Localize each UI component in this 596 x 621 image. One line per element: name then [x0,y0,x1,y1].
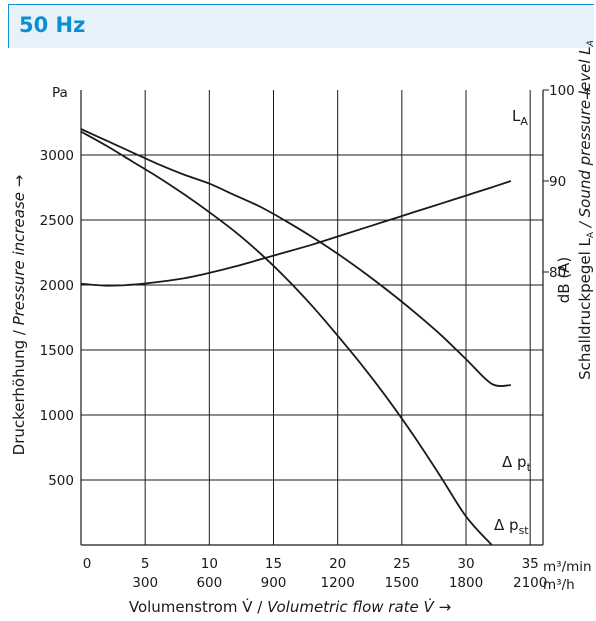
x-unit-h-label: m³/h [543,577,575,593]
x-tick-label-h: 1500 [385,575,419,591]
y-tick-label: 500 [48,473,74,489]
x-tick-label-min: 5 [141,556,150,572]
y2-tick-label: 80 [549,265,566,281]
series-label: Δ pt [502,453,532,474]
series-label-main: L [512,107,521,125]
x-tick-label-h: 900 [261,575,287,591]
series-label-main: Δ p [494,516,519,534]
y-unit-label: Pa [52,85,68,101]
series-label-sub: t [527,461,532,474]
y-tick-label: 1500 [40,343,74,359]
y-tick-label: 2000 [40,278,74,294]
x-tick-label-min: 10 [201,556,218,572]
x-tick-label-min: 30 [457,556,474,572]
y2-axis-title-italic: / Sound pressure level L [576,46,594,232]
y2-unit-label: dB (A) [555,257,573,304]
y2-tick-label: 100 [549,83,575,99]
x-tick-label-h: 1800 [449,575,483,591]
y-axis-title-plain: Druckerhöhung / [10,325,28,455]
x-axis-title: Volumenstrom V̇ / Volumetric flow rate V… [129,597,451,616]
x-tick-label-h: 300 [132,575,158,591]
x-tick-label-h: 1200 [320,575,354,591]
x-tick-label-h: 600 [196,575,222,591]
y-tick-label: 3000 [40,148,74,164]
y2-axis-title-plain: Schalldruckpegel L [576,237,594,379]
y2-tick-label: 90 [549,174,566,190]
header-bar: 50 Hz [8,4,594,48]
y2-axis-title-sub: A [586,231,596,238]
y-axis-title: Druckerhöhung / Pressure increase → [10,175,28,456]
y2-axis-title: Schalldruckpegel LA / Sound pressure lev… [576,40,596,380]
x-unit-min-label: m³/min [543,559,592,575]
curve--pst [80,130,493,546]
x-tick-label-min: 20 [329,556,346,572]
x-axis-title-plain: Volumenstrom V̇ / [129,597,267,616]
series-label-main: Δ p [502,453,527,471]
chart-grid [80,89,549,546]
chart-curves [80,128,512,546]
series-label: LA [512,107,528,128]
x-axis-title-italic: Volumetric flow rate V̇ → [267,597,451,616]
y-axis-title-italic: Pressure increase → [10,175,28,326]
x-tick-label-h: 2100 [513,575,547,591]
page-title: 50 Hz [19,13,86,37]
y2-axis-title-italic-sub: A [586,40,596,47]
series-label: Δ pst [494,516,529,537]
series-label-sub: A [520,115,528,128]
y-tick-label: 2500 [40,213,74,229]
series-label-sub: st [519,524,530,537]
x-tick-label-min: 25 [393,556,410,572]
x-tick-label-min: 0 [83,556,92,572]
x-tick-label-min: 35 [522,556,539,572]
curve--pt [80,128,511,387]
y2-top-arrow: ↑ [581,85,594,103]
y-tick-label: 1000 [40,408,74,424]
chart-labels: Pa m³/min m³/h Volumenstrom V̇ / Volumet… [10,40,596,616]
curve-la [80,180,512,287]
x-tick-label-min: 15 [265,556,282,572]
